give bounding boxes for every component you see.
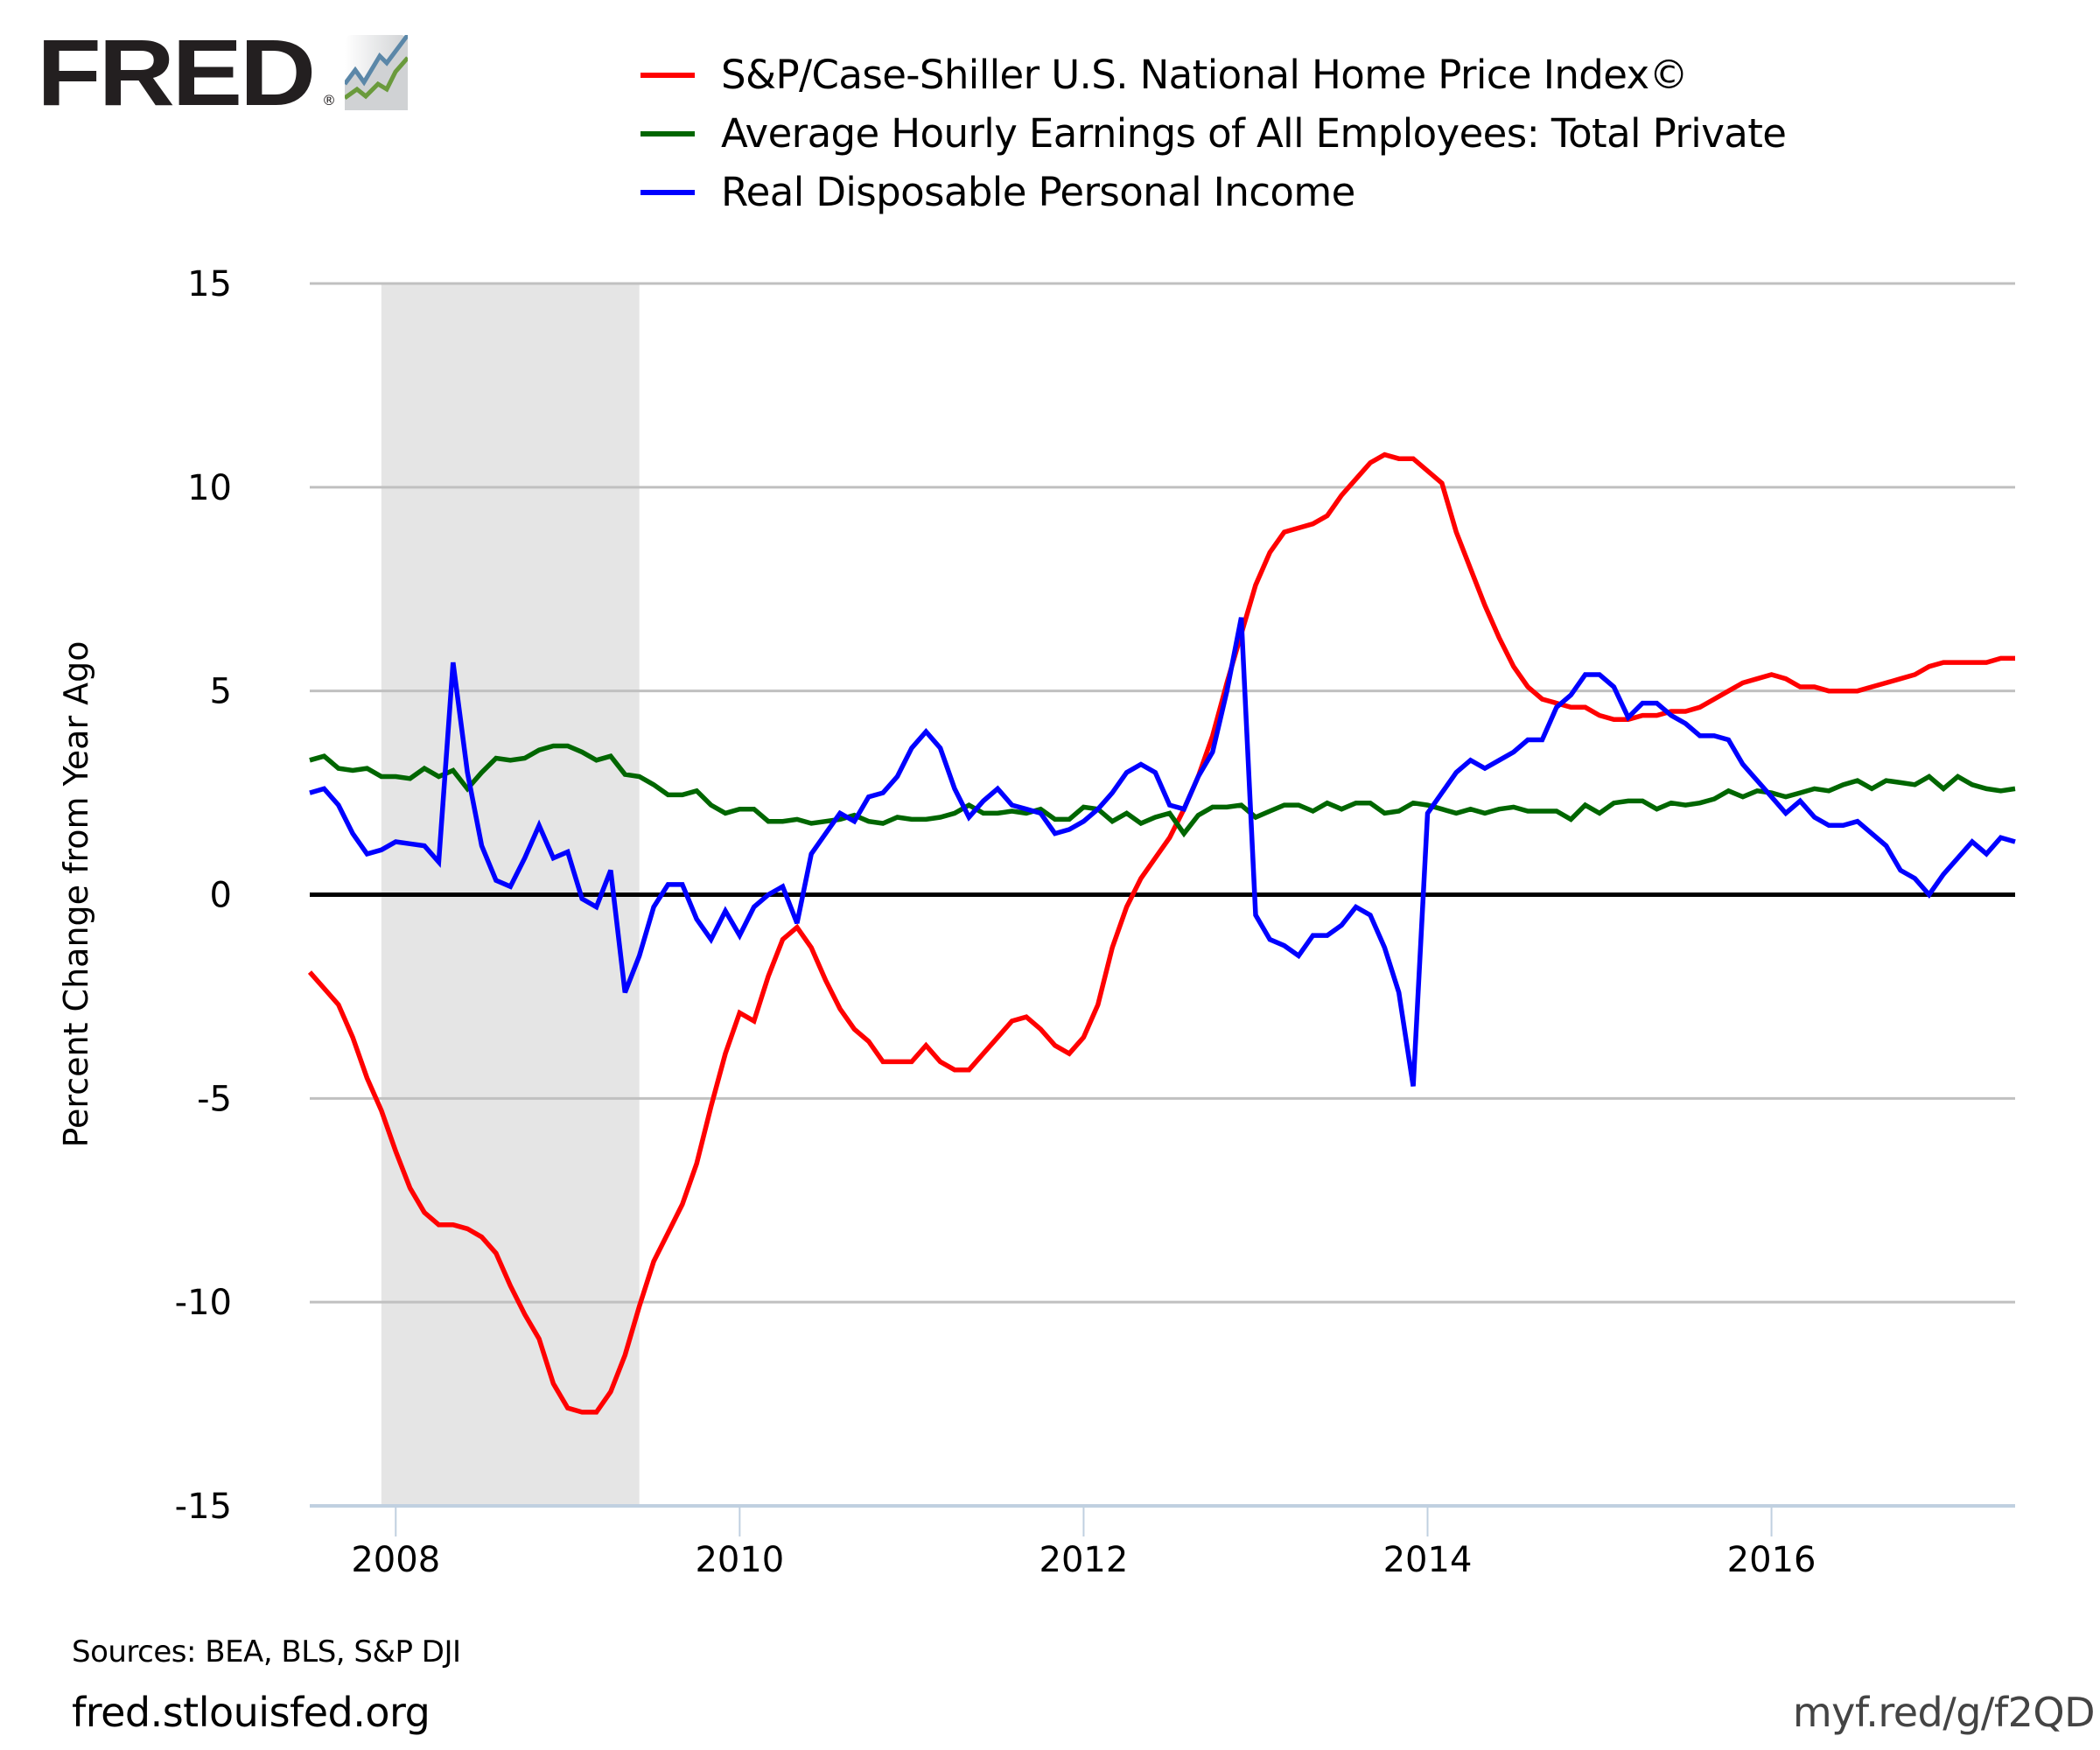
y-tick-label: -10 bbox=[175, 1283, 232, 1323]
registered-mark: ® bbox=[322, 92, 336, 108]
legend-swatch-red bbox=[640, 72, 695, 78]
fred-logo: FRED ® bbox=[37, 19, 408, 125]
y-axis-title: Percent Change from Year Ago bbox=[57, 640, 95, 1147]
y-tick-label: 5 bbox=[210, 672, 232, 712]
y-tick-label: 15 bbox=[187, 264, 232, 304]
line-chart-icon bbox=[345, 35, 408, 110]
series-line-home-price bbox=[307, 452, 2015, 1415]
series-layer bbox=[307, 452, 2016, 1415]
series-line-hourly-earnings bbox=[309, 743, 2016, 838]
x-tick-label: 2008 bbox=[351, 1540, 440, 1580]
y-tick-label: 10 bbox=[187, 468, 232, 508]
x-tick-label: 2010 bbox=[695, 1540, 784, 1580]
y-axis-ticks: 15 10 5 0 -5 -10 -15 bbox=[175, 264, 232, 1527]
x-axis: 2008 2010 2012 2014 2016 bbox=[351, 1506, 1816, 1580]
site-link[interactable]: fred.stlouisfed.org bbox=[72, 1689, 430, 1736]
legend-label: Average Hourly Earnings of All Employees… bbox=[721, 110, 1787, 157]
sources-note: Sources: BEA, BLS, S&P DJI bbox=[72, 1634, 461, 1670]
legend-label: S&P/Case-Shiller U.S. National Home Pric… bbox=[721, 52, 1689, 98]
series-line-disposable-income bbox=[309, 617, 2016, 1087]
x-tick-label: 2016 bbox=[1727, 1540, 1816, 1580]
x-tick-label: 2012 bbox=[1040, 1540, 1129, 1580]
logo-wordmark: FRED bbox=[37, 19, 316, 125]
y-tick-label: -5 bbox=[197, 1079, 232, 1119]
legend-item-disposable-income[interactable]: Real Disposable Personal Income bbox=[640, 163, 1786, 221]
legend-item-hourly-earnings[interactable]: Average Hourly Earnings of All Employees… bbox=[640, 104, 1787, 163]
y-tick-label: 0 bbox=[210, 876, 232, 916]
short-link[interactable]: myf.red/g/f2QD bbox=[1792, 1689, 2096, 1736]
legend-swatch-green bbox=[640, 130, 695, 136]
gridlines-layer bbox=[310, 282, 2015, 1508]
legend-item-home-price[interactable]: S&P/Case-Shiller U.S. National Home Pric… bbox=[640, 46, 1786, 104]
legend-swatch-blue bbox=[640, 189, 695, 195]
chart-legend: S&P/Case-Shiller U.S. National Home Pric… bbox=[640, 46, 1787, 221]
x-tick-label: 2014 bbox=[1383, 1540, 1473, 1580]
legend-label: Real Disposable Personal Income bbox=[721, 169, 1355, 215]
y-tick-label: -15 bbox=[175, 1487, 232, 1527]
